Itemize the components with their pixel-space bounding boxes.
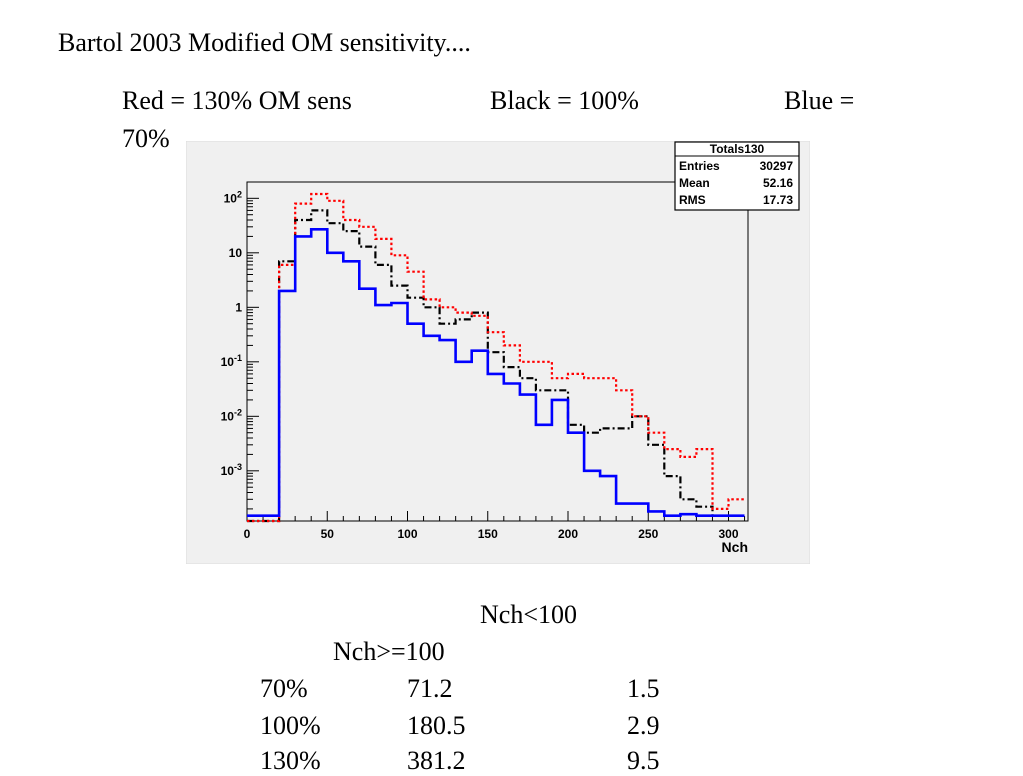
stats-rms-label: RMS	[679, 193, 706, 207]
legend-blue-value: 70%	[122, 124, 170, 153]
legend-red-text: Red = 130% OM sens	[122, 86, 352, 115]
histogram-series-blue	[247, 228, 745, 517]
y-tick-label: 10	[229, 246, 243, 260]
table-cell-ge100: 1.5	[627, 674, 660, 703]
x-tick-label: 300	[718, 527, 738, 541]
y-tick-label: 10-2	[221, 407, 242, 423]
legend-blue-text: Blue =	[784, 86, 855, 115]
stats-box: Totals130 Entries 30297 Mean 52.16 RMS 1…	[674, 141, 800, 211]
y-tick-label: 1	[235, 300, 242, 314]
stats-box-title: Totals130	[710, 142, 765, 156]
table-row-label: 100%	[260, 711, 321, 740]
slide-title: Bartol 2003 Modified OM sensitivity....	[58, 28, 471, 57]
table-cell-lt100: 180.5	[407, 711, 466, 740]
table-cell-ge100: 9.5	[627, 746, 660, 775]
x-tick-label: 0	[244, 527, 251, 541]
stats-entries-label: Entries	[679, 159, 720, 173]
table-header-ge100: Nch>=100	[333, 637, 445, 666]
y-tick-label: 102	[224, 189, 242, 205]
stats-mean-value: 52.16	[763, 176, 793, 190]
table-cell-ge100: 2.9	[627, 711, 660, 740]
stats-mean-label: Mean	[679, 176, 710, 190]
histogram-series-red	[247, 192, 745, 523]
x-tick-label: 50	[321, 527, 335, 541]
stats-rms-value: 17.73	[763, 193, 793, 207]
y-tick-label: 10-1	[221, 353, 242, 369]
table-cell-lt100: 71.2	[407, 674, 453, 703]
x-axis-label: Nch	[722, 539, 748, 555]
table-cell-lt100: 381.2	[407, 746, 466, 775]
x-tick-label: 200	[558, 527, 578, 541]
x-tick-label: 250	[638, 527, 658, 541]
x-tick-label: 150	[478, 527, 498, 541]
plot-frame	[246, 181, 749, 522]
stats-entries-value: 30297	[760, 159, 794, 173]
histogram-plot: 0 50 100 150 200 250 300 102 10 1 10-1 10-2 10-3 Tot…	[186, 141, 810, 564]
table-row-label: 130%	[260, 746, 321, 775]
x-tick-label: 100	[397, 527, 417, 541]
table-header-lt100: Nch<100	[480, 600, 577, 629]
table-row-label: 70%	[260, 674, 308, 703]
legend-black-text: Black = 100%	[490, 86, 639, 115]
y-tick-label: 10-3	[221, 462, 242, 478]
